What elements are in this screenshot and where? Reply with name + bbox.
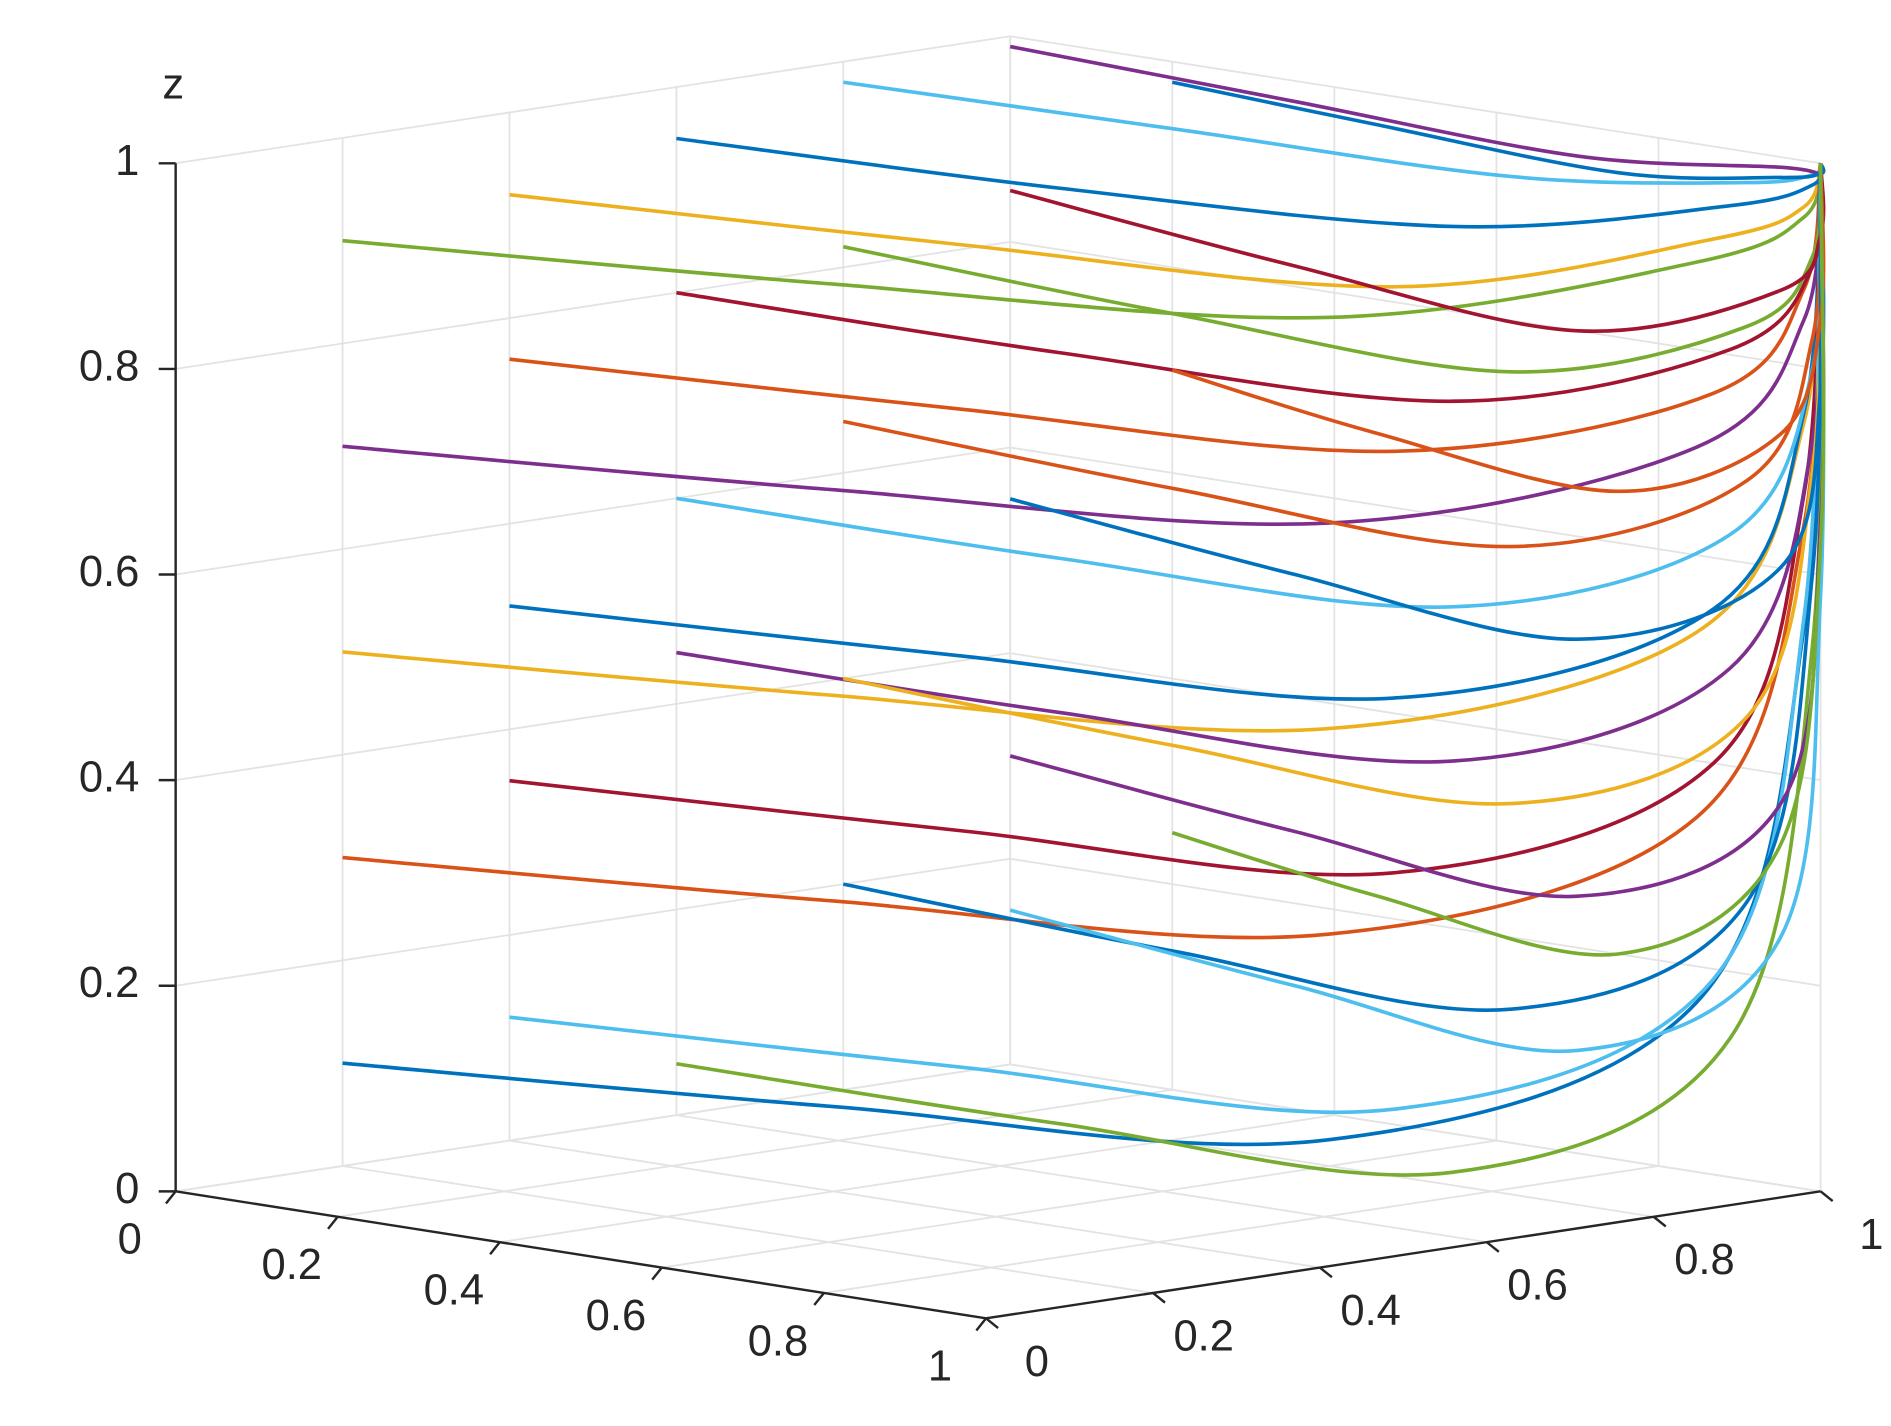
- tick-mark: [1319, 1266, 1333, 1279]
- x-tick-label: 0.6: [586, 1292, 647, 1340]
- tick-mark: [975, 1317, 987, 1332]
- tick-mark: [1485, 1241, 1500, 1253]
- trajectory: [342, 163, 1823, 940]
- trajectory: [1009, 163, 1826, 899]
- trajectory: [676, 136, 1824, 229]
- trajectory: [509, 163, 1823, 1115]
- x-tick-label: 0.2: [262, 1241, 323, 1289]
- trajectory: [509, 163, 1823, 454]
- trajectory: [342, 163, 1823, 733]
- tick-mark: [165, 1190, 177, 1205]
- z-tick-label: 0.6: [79, 548, 140, 596]
- grid-line: [1010, 35, 1821, 165]
- tick-mark: [985, 1317, 999, 1329]
- y-tick-label: 0.2: [1173, 1312, 1234, 1360]
- z-tick-label: 0.2: [79, 959, 140, 1007]
- trajectory: [509, 163, 1823, 701]
- grid-line: [509, 1139, 1320, 1269]
- tick-mark: [813, 1292, 825, 1306]
- tick-mark: [327, 1216, 339, 1230]
- grid-line: [823, 1165, 1659, 1294]
- grid-line: [499, 1114, 1335, 1244]
- trajectory: [676, 163, 1824, 404]
- y-tick-label: 1: [1859, 1211, 1883, 1259]
- x-tick-label: 0.8: [748, 1317, 809, 1365]
- y-axis: [985, 1190, 1821, 1320]
- grid-line: [661, 1139, 1497, 1269]
- trajectory: [1009, 163, 1826, 334]
- grid-line: [337, 1088, 1173, 1218]
- trajectory: [842, 163, 1823, 374]
- x-tick-label: 1: [928, 1343, 952, 1391]
- trajectory: [1171, 163, 1826, 957]
- tick-mark: [1819, 1190, 1834, 1202]
- grid-line: [175, 35, 1011, 165]
- trajectory: [676, 163, 1824, 1177]
- trajectory: [676, 163, 1824, 609]
- y-tick-label: 0.6: [1507, 1262, 1568, 1310]
- trajectory: [1009, 44, 1826, 176]
- y-tick-label: 0.4: [1340, 1287, 1401, 1335]
- trajectory: [842, 163, 1823, 549]
- z-axis-label: z: [162, 61, 184, 109]
- grid-line: [175, 241, 1011, 370]
- trajectory: [676, 163, 1824, 764]
- grid-line: [175, 1063, 1011, 1193]
- tick-mark: [489, 1241, 501, 1256]
- x-axis: [175, 1190, 987, 1320]
- grid-line: [175, 446, 1011, 576]
- x-tick-label: 0: [118, 1216, 142, 1264]
- tick-mark: [1152, 1292, 1166, 1304]
- grid-line: [1010, 652, 1821, 782]
- grid-line: [342, 1165, 1154, 1294]
- y-tick-label: 0.8: [1674, 1236, 1735, 1284]
- z-tick-label: 0.8: [79, 342, 140, 390]
- grid-line: [676, 1114, 1487, 1244]
- grid-line: [1010, 446, 1821, 576]
- grid-line: [175, 652, 1011, 782]
- grid-line: [175, 857, 1011, 987]
- x-tick-label: 0.4: [424, 1266, 485, 1314]
- z-tick-label: 0.4: [79, 754, 140, 802]
- tick-mark: [1652, 1215, 1667, 1228]
- tick-mark: [651, 1266, 663, 1281]
- trajectory: [843, 80, 1823, 185]
- z-tick-label: 0: [115, 1165, 139, 1213]
- y-tick-label: 0: [1025, 1338, 1049, 1386]
- z-tick-label: 1: [115, 137, 139, 185]
- trajectory: [342, 162, 1823, 320]
